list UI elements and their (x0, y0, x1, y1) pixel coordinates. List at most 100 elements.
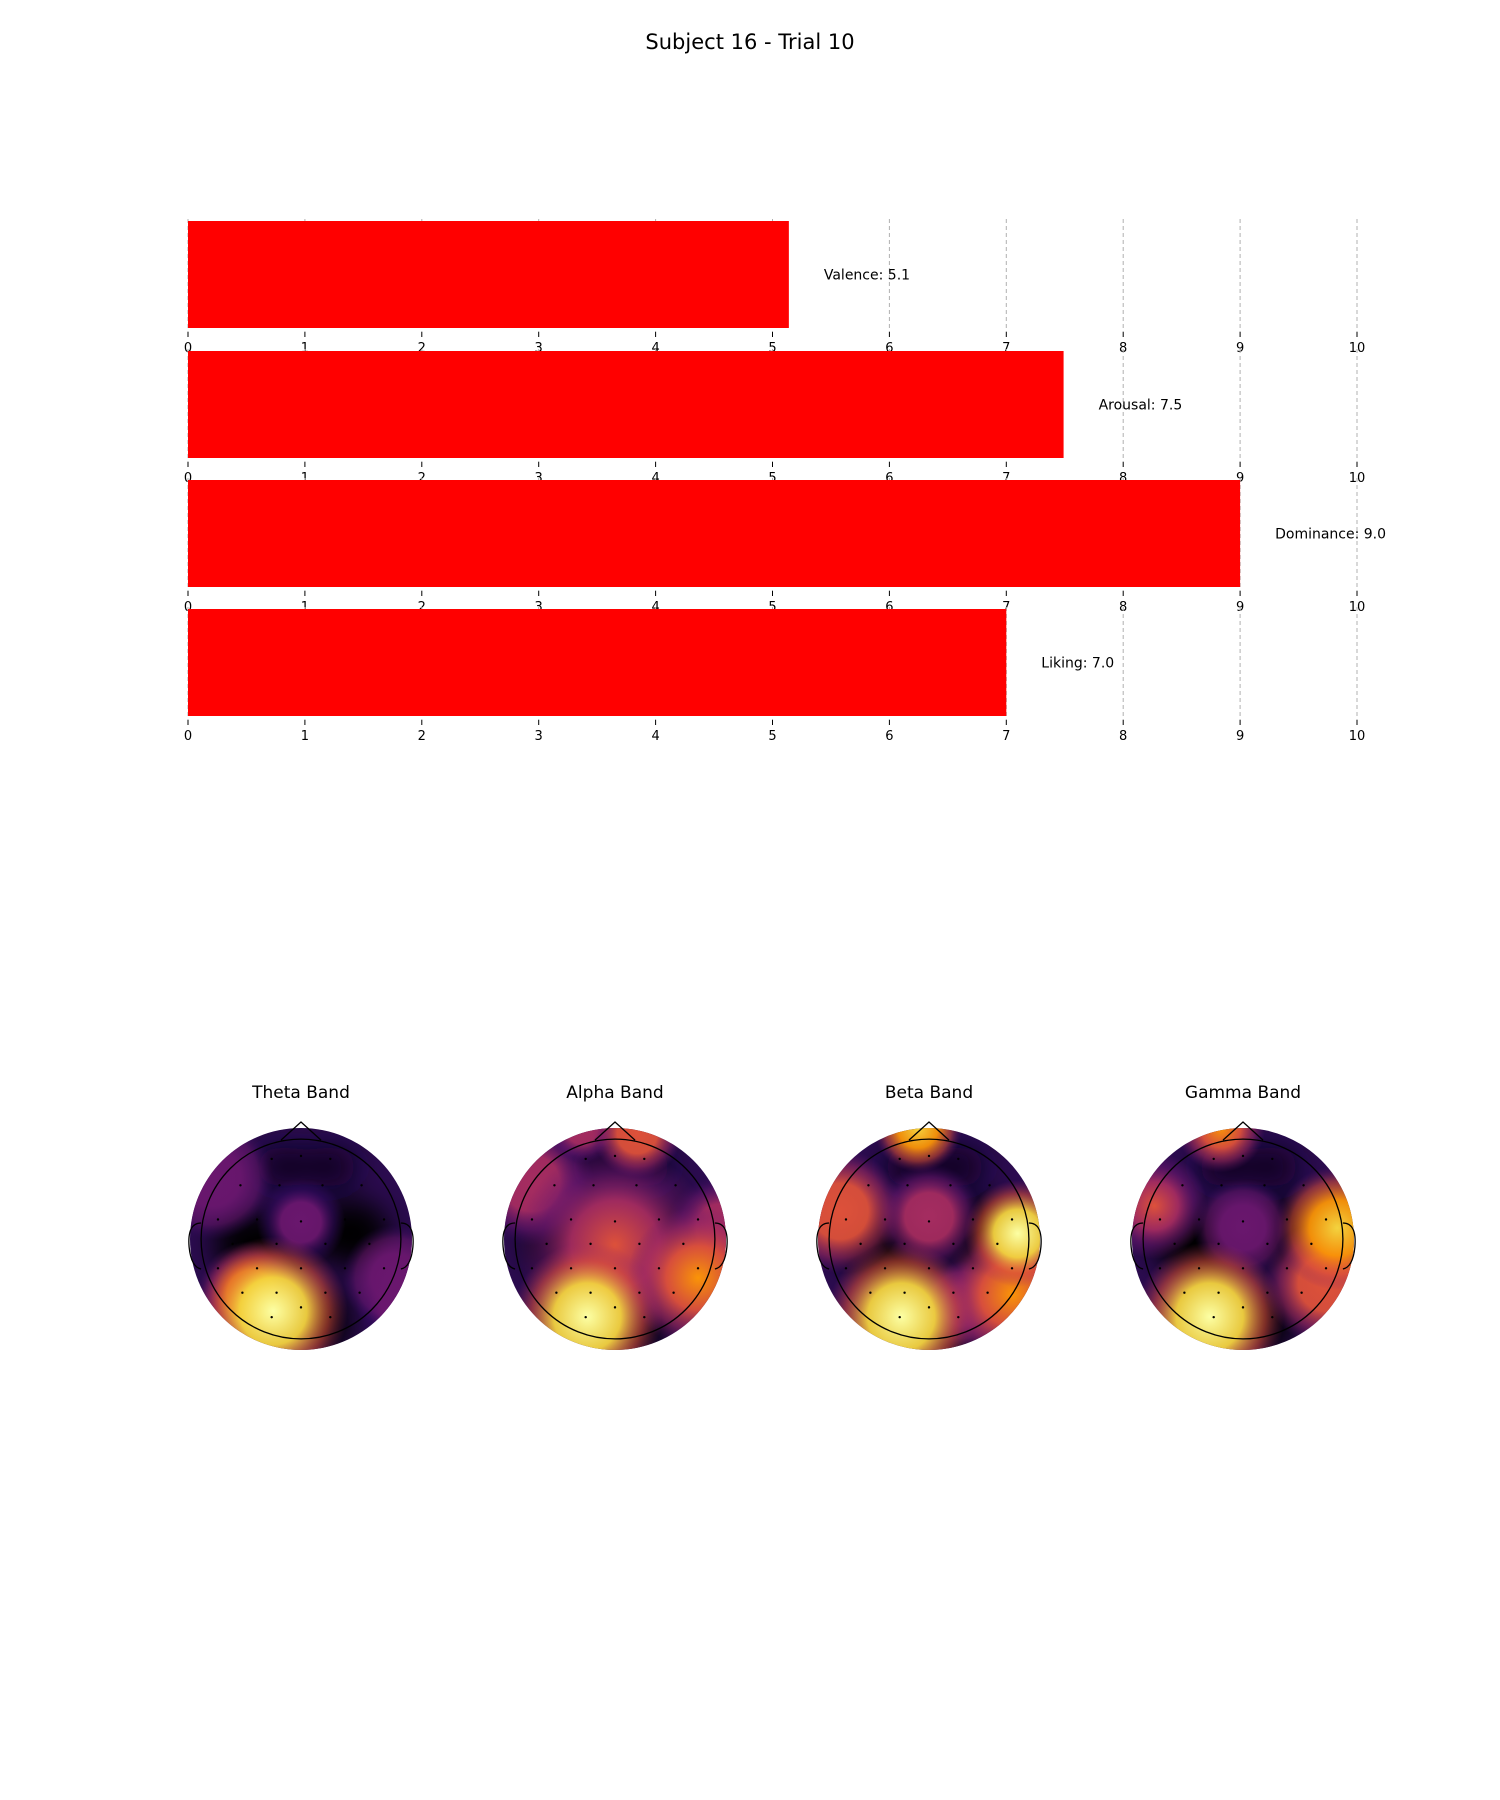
electrode-marker (1158, 1267, 1162, 1270)
x-tick-label: 3 (535, 341, 543, 356)
electrode-marker (613, 1220, 617, 1223)
right-ear-icon (1342, 1222, 1356, 1270)
electrode-marker (927, 1306, 931, 1309)
electrode-marker (1271, 1315, 1274, 1319)
activity-blob (512, 1242, 662, 1350)
x-tick-label: 9 (1236, 341, 1244, 356)
electrode-marker (1212, 1157, 1215, 1161)
topomap-2: Alpha Band (502, 1083, 728, 1350)
topomap-4: Gamma Band (1130, 1083, 1356, 1350)
electrode-marker (682, 1242, 685, 1246)
rating-panel-liking: Liking: 7.0 0 1 2 3 4 5 6 7 8 9 10 (184, 607, 1365, 744)
electrode-marker (275, 1291, 278, 1294)
electrode-marker (1010, 1218, 1014, 1221)
electrode-marker (231, 1242, 234, 1246)
left-ear-icon (502, 1222, 516, 1270)
electrode-marker (638, 1242, 641, 1246)
electrode-marker (903, 1291, 906, 1294)
electrode-marker (643, 1315, 646, 1319)
electrode-marker (971, 1218, 975, 1221)
electrode-marker (1181, 1184, 1184, 1187)
electrode-marker (1197, 1267, 1201, 1270)
x-tick-label: 7 (1002, 341, 1010, 356)
x-tick-label: 6 (885, 341, 893, 356)
activity-blob (826, 1242, 976, 1350)
electrode-marker (1241, 1267, 1245, 1270)
x-tick-label: 2 (418, 341, 426, 356)
electrode-marker (343, 1267, 347, 1270)
electrode-marker (1271, 1157, 1274, 1161)
electrode-marker (1285, 1267, 1289, 1270)
rating-panel-valence: Valence: 5.1 0 1 2 3 4 5 6 7 8 9 10 (184, 219, 1365, 356)
electrode-marker (1220, 1184, 1223, 1187)
electrode-marker (1173, 1242, 1176, 1246)
electrode-marker (952, 1242, 955, 1246)
electrode-marker (216, 1218, 220, 1221)
electrode-marker (589, 1242, 592, 1246)
electrode-marker (299, 1267, 303, 1270)
electrode-marker (1300, 1291, 1303, 1294)
electrode-marker (1263, 1184, 1266, 1187)
activity-blob (873, 1128, 963, 1173)
electrode-marker (1217, 1291, 1220, 1294)
electrode-marker (239, 1184, 242, 1187)
electrode-marker (613, 1306, 617, 1309)
topomap-title: Beta Band (885, 1083, 973, 1103)
electrode-marker (299, 1306, 303, 1309)
x-tick-label: 2 (418, 729, 426, 744)
x-tick-label: 5 (768, 729, 776, 744)
topomap-field (818, 1128, 1040, 1350)
electrode-marker (329, 1315, 332, 1319)
electrode-marker (898, 1315, 901, 1319)
left-ear-icon (1130, 1222, 1144, 1270)
electrode-marker (1310, 1242, 1313, 1246)
electrode-marker (216, 1267, 220, 1270)
topomap-field (190, 1128, 412, 1350)
electrode-marker (241, 1291, 244, 1294)
electrode-marker (299, 1154, 303, 1158)
topomap-field (1132, 1128, 1354, 1350)
electrode-marker (643, 1157, 646, 1161)
figure-title: Subject 16 - Trial 10 (645, 30, 855, 54)
bar-value-label: Valence: 5.1 (824, 268, 910, 284)
electrode-marker (545, 1242, 548, 1246)
electrode-marker (1302, 1184, 1305, 1187)
electrode-marker (275, 1242, 278, 1246)
electrode-marker (613, 1267, 617, 1270)
electrode-marker (844, 1218, 848, 1221)
activity-blob (818, 1149, 903, 1274)
x-tick-label: 3 (535, 729, 543, 744)
electrode-marker (696, 1218, 700, 1221)
electrode-marker (1217, 1242, 1220, 1246)
activity-blob (1135, 1242, 1285, 1350)
x-tick-label: 10 (1349, 729, 1366, 744)
bar-value-label: Dominance: 9.0 (1275, 527, 1386, 543)
right-ear-icon (714, 1222, 728, 1270)
electrode-marker (584, 1157, 587, 1161)
electrode-marker (613, 1154, 617, 1158)
electrode-marker (358, 1291, 361, 1294)
right-ear-icon (1028, 1222, 1042, 1270)
electrode-marker (1183, 1291, 1186, 1294)
electrode-marker (324, 1291, 327, 1294)
rating-panel-dominance: Dominance: 9.00 1 2 3 4 5 6 7 8 9 10 (184, 478, 1386, 615)
activity-blob (1275, 1165, 1354, 1291)
x-tick-label: 8 (1119, 729, 1127, 744)
electrode-marker (321, 1184, 324, 1187)
x-tick-label: 8 (1119, 341, 1127, 356)
electrode-marker (324, 1242, 327, 1246)
nose-icon (594, 1121, 636, 1141)
nose-icon (1222, 1121, 1264, 1141)
electrode-marker (952, 1291, 955, 1294)
electrode-marker (553, 1184, 556, 1187)
electrode-marker (278, 1184, 281, 1187)
electrode-marker (883, 1267, 887, 1270)
electrode-marker (329, 1157, 332, 1161)
electrode-marker (1324, 1267, 1328, 1270)
electrode-marker (957, 1157, 960, 1161)
topomap-field (504, 1128, 726, 1350)
electrode-marker (867, 1184, 870, 1187)
topomap-1: Theta Band (188, 1083, 414, 1350)
x-tick-label: 10 (1349, 341, 1366, 356)
electrode-marker (949, 1184, 952, 1187)
